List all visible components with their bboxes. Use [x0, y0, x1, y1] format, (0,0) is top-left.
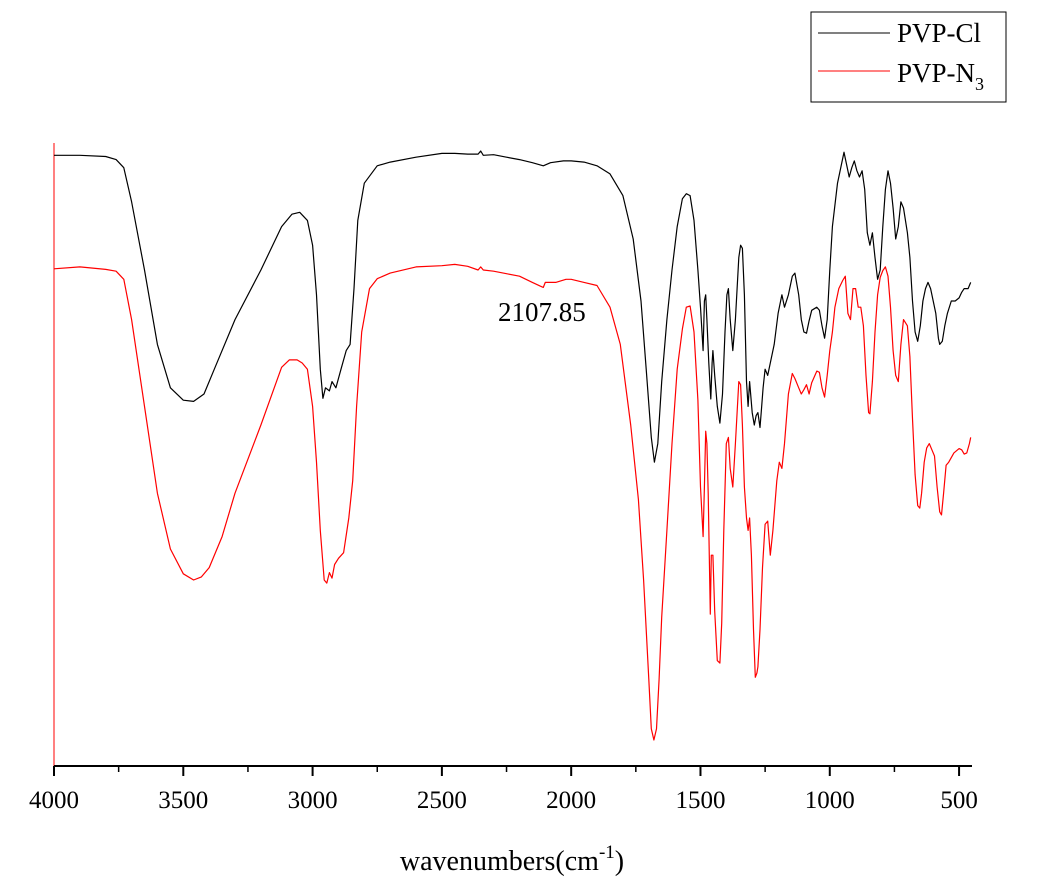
series-line-pvp-cl [54, 150, 972, 463]
legend: PVP-Cl PVP-N3 [810, 11, 1007, 103]
legend-label-pvp-n3: PVP-N3 [897, 58, 984, 94]
x-tick-label-2000: 2000 [546, 787, 596, 814]
x-tick-label-1000: 1000 [805, 787, 855, 814]
plot-area: 4000 3500 3000 2500 2000 1500 1000 500 2107.85 [29, 143, 978, 814]
x-tick-label-1500: 1500 [675, 787, 725, 814]
x-ticks: 4000 3500 3000 2500 2000 1500 1000 500 [29, 766, 978, 814]
x-tick-label-500: 500 [940, 787, 978, 814]
x-tick-label-4000: 4000 [29, 787, 79, 814]
series-line-pvp-n3 [53, 263, 972, 741]
legend-box [810, 11, 1007, 103]
peak-annotation: 2107.85 [498, 297, 586, 327]
x-tick-label-2500: 2500 [417, 787, 467, 814]
series-layer [53, 150, 972, 741]
legend-label-pvp-cl: PVP-Cl [897, 18, 981, 48]
x-axis-title: wavenumbers(cm-1) [400, 842, 624, 877]
x-tick-label-3000: 3000 [288, 787, 338, 814]
x-tick-label-3500: 3500 [158, 787, 208, 814]
